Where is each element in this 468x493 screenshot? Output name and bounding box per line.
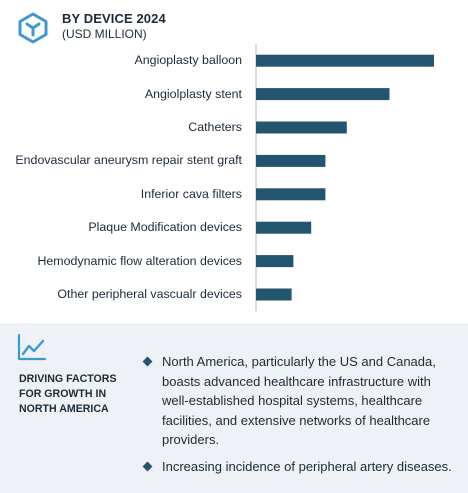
driving-factors-heading: DRIVING FACTORS FOR GROWTH IN NORTH AMER… xyxy=(19,373,117,415)
category-label: Plaque Modification devices xyxy=(88,220,242,235)
bar xyxy=(256,221,312,234)
diamond-bullet-icon xyxy=(142,461,153,471)
bar xyxy=(256,154,326,167)
list-item: Increasing incidence of peripheral arter… xyxy=(142,457,455,477)
list-item: North America, particularly the US and C… xyxy=(142,352,455,450)
chart-title: BY DEVICE 2024 xyxy=(62,11,166,26)
category-label: Angiolplasty stent xyxy=(144,86,242,101)
category-label: Other peripheral vascualr devices xyxy=(57,287,242,301)
driving-factors-panel xyxy=(0,323,468,493)
bar xyxy=(256,121,347,134)
category-label: Angioplasty balloon xyxy=(134,53,242,68)
list-item-text: North America, particularly the US and C… xyxy=(162,354,436,447)
category-label: Hemodynamic flow alteration devices xyxy=(37,253,242,268)
driving-factors-list: North America, particularly the US and C… xyxy=(142,352,455,483)
bar xyxy=(256,54,434,67)
diamond-bullet-icon xyxy=(142,356,153,367)
category-label: Inferior cava filters xyxy=(140,186,242,201)
list-item-text: Increasing incidence of peripheral arter… xyxy=(162,458,452,474)
chart-subtitle: (USD MILLION) xyxy=(62,27,147,41)
category-label: Endovascular aneurysm repair stent graft xyxy=(15,153,242,168)
bar-chart: Angioplasty balloon Angiolplasty stent Cat… xyxy=(15,44,434,312)
bar xyxy=(256,188,326,201)
bar xyxy=(256,88,390,101)
bar xyxy=(256,288,292,301)
chart-svg xyxy=(255,44,434,312)
trend-line-icon xyxy=(17,334,47,361)
category-label: Catheters xyxy=(188,120,242,134)
cube-icon xyxy=(18,12,48,44)
bar xyxy=(256,255,294,268)
